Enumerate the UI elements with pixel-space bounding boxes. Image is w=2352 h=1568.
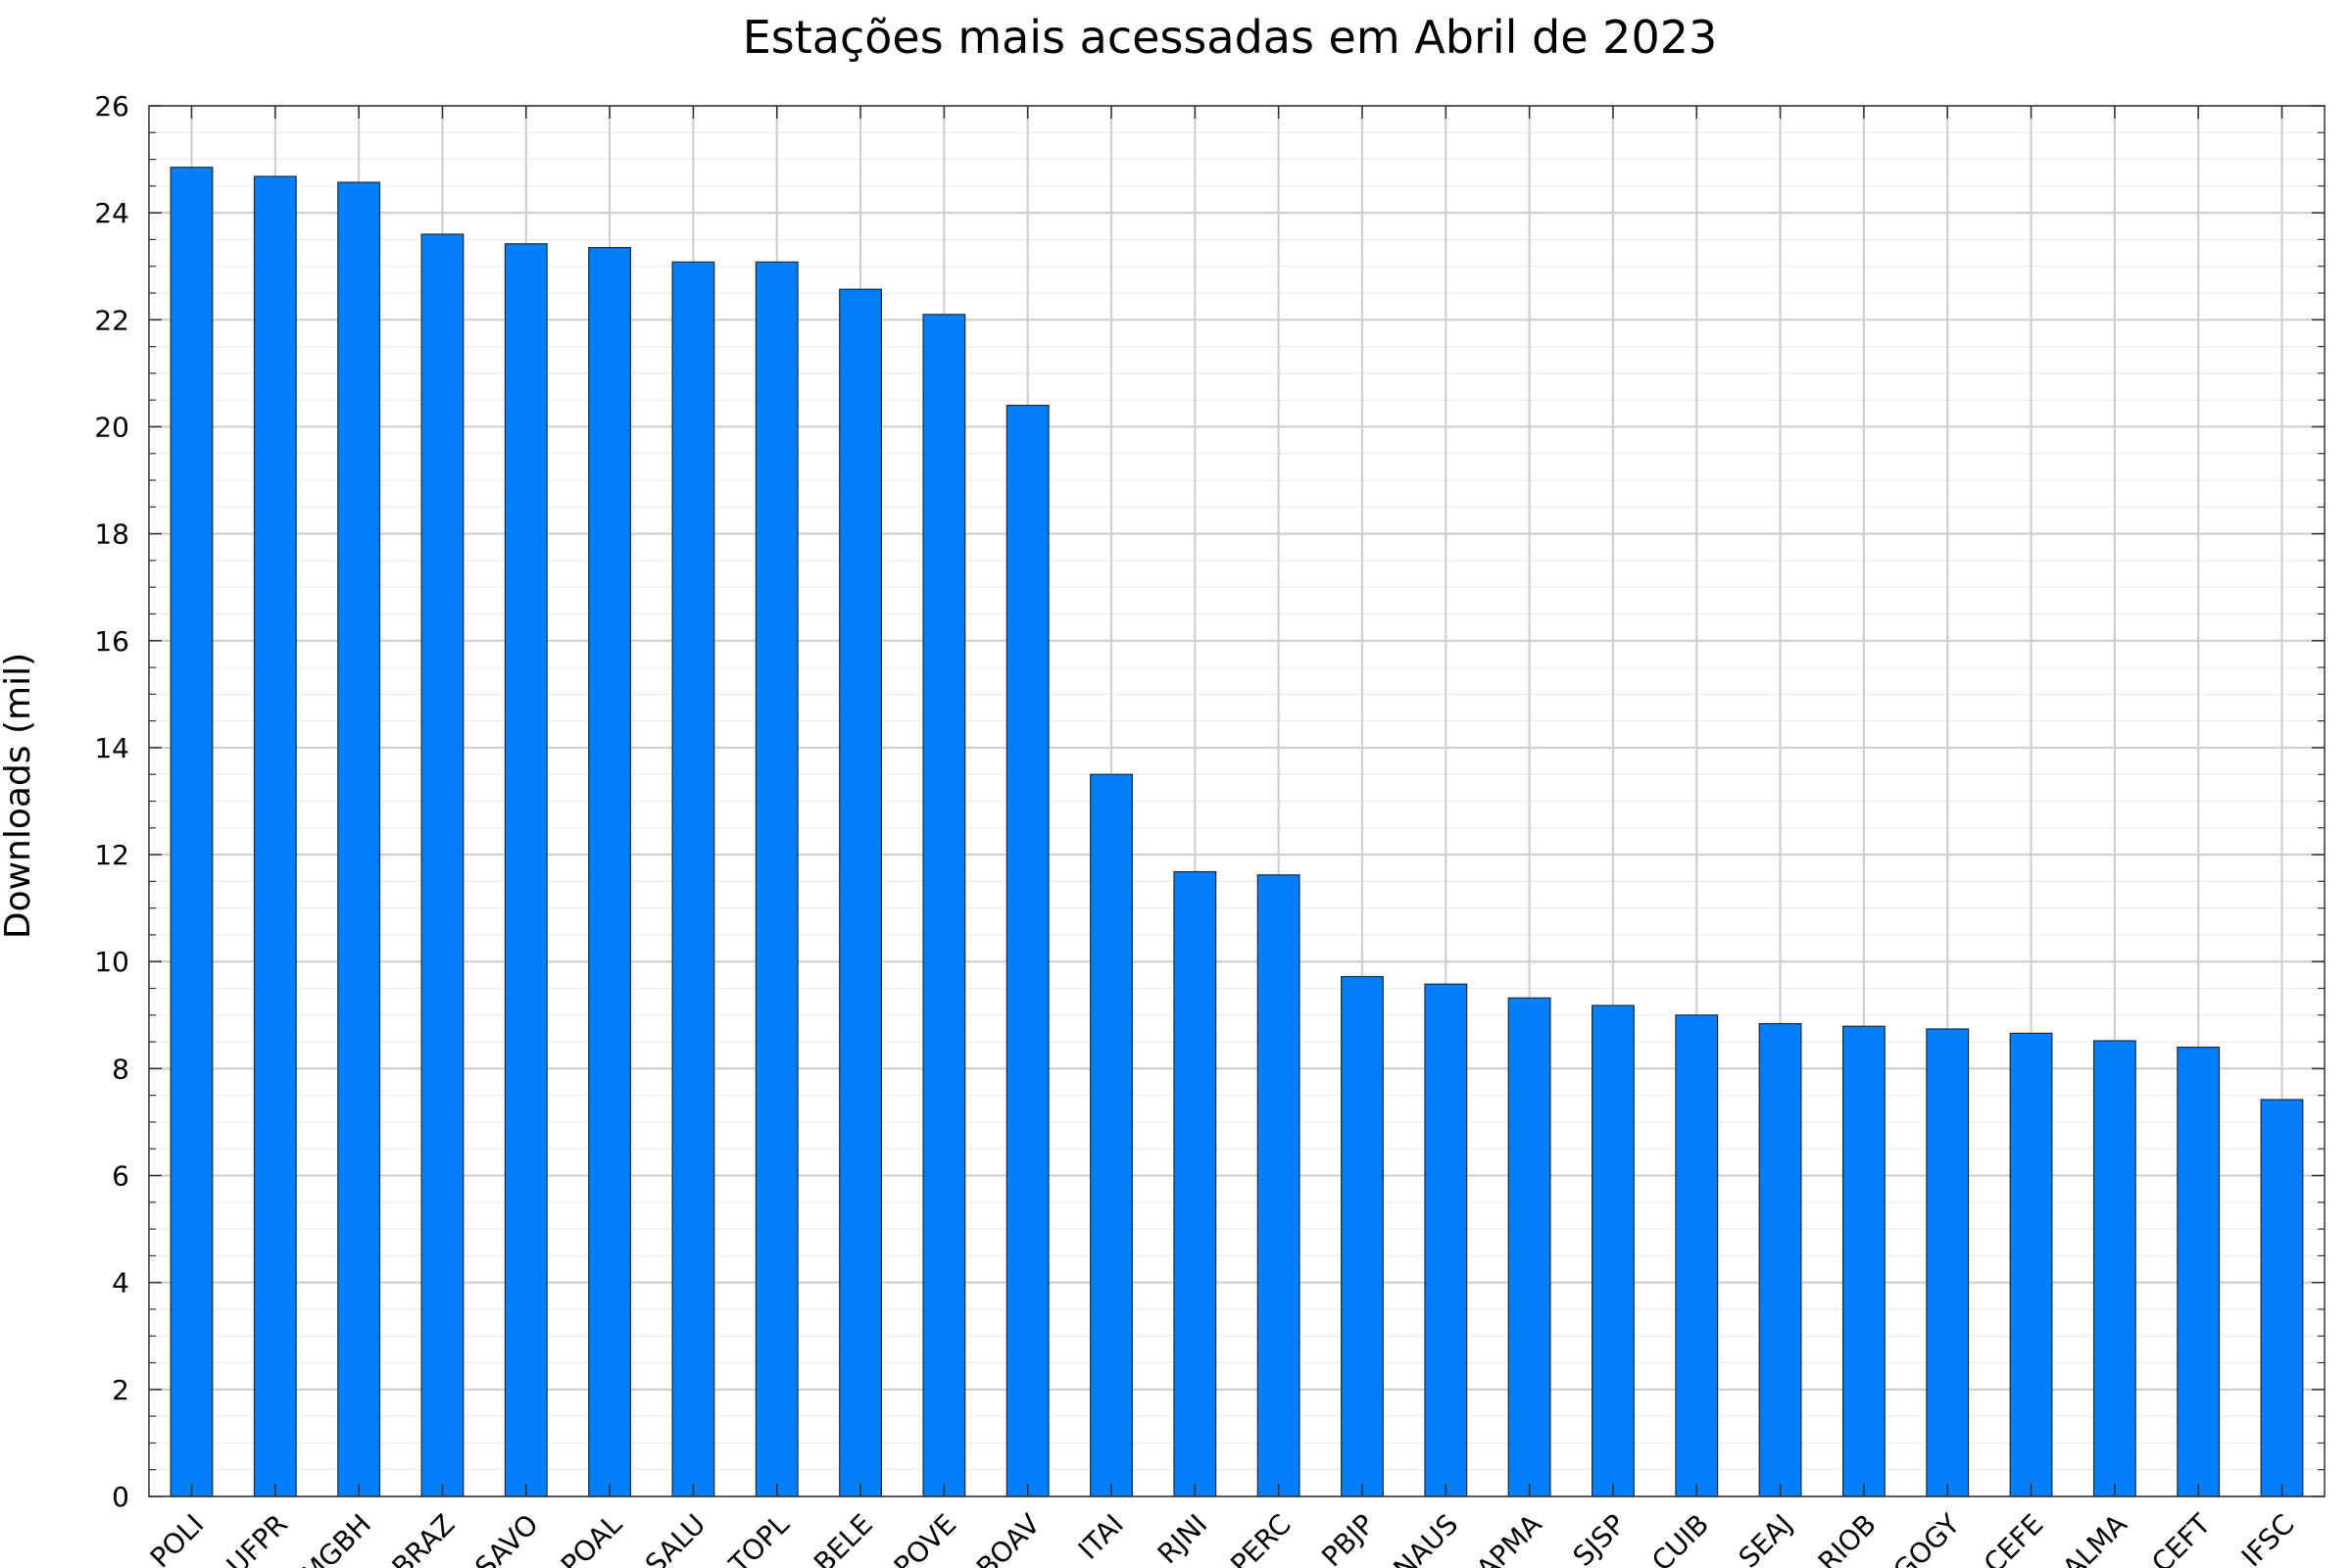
bar-naus bbox=[1424, 983, 1468, 1497]
x-tick-label: RIOB bbox=[1812, 1508, 1883, 1568]
bar-pbjp bbox=[1341, 975, 1384, 1497]
y-tick-label: 26 bbox=[94, 90, 129, 122]
x-tick-label: TOPL bbox=[722, 1507, 796, 1568]
bar-cuib bbox=[1675, 1014, 1719, 1497]
y-tick-label: 14 bbox=[94, 732, 129, 764]
x-tick-labels: POLI UFPR MGBH BRAZ SAVO POAL SALU TOPL BELE POVE… bbox=[144, 1507, 2301, 1568]
x-tick-label: SEAJ bbox=[1733, 1508, 1799, 1568]
bar-apma bbox=[1507, 997, 1551, 1497]
y-tick-label: 4 bbox=[112, 1267, 129, 1299]
x-tick-label: PBJP bbox=[1315, 1508, 1381, 1568]
bar-rjni bbox=[1173, 870, 1217, 1497]
bar-poli bbox=[170, 167, 214, 1497]
bar-perc bbox=[1256, 874, 1300, 1497]
y-tick-label: 6 bbox=[112, 1160, 129, 1193]
bar-mgbh bbox=[337, 181, 381, 1497]
x-tick-label: POLI bbox=[144, 1508, 211, 1568]
x-tick-label: CUIB bbox=[1645, 1508, 1715, 1568]
x-tick-label: ITAI bbox=[1072, 1508, 1130, 1566]
x-tick-label: ALMA bbox=[2056, 1508, 2133, 1568]
bar-ifsc bbox=[2260, 1099, 2304, 1497]
y-tick-label: 12 bbox=[94, 839, 129, 871]
y-tick-label: 18 bbox=[94, 518, 129, 551]
x-tick-label: RJNI bbox=[1152, 1508, 1214, 1568]
y-tick-label: 16 bbox=[94, 625, 129, 658]
bar-braz bbox=[420, 233, 465, 1497]
bar-itai bbox=[1090, 773, 1133, 1497]
x-tick-label: PERC bbox=[1224, 1508, 1297, 1568]
y-tick-label: 8 bbox=[112, 1053, 129, 1085]
chart-title: Estações mais acessadas em Abril de 2023 bbox=[743, 11, 1718, 64]
y-tick-label: 22 bbox=[94, 304, 129, 336]
x-tick-label: CEFT bbox=[2145, 1507, 2217, 1568]
y-tick-label: 10 bbox=[94, 946, 129, 978]
bar-seaj bbox=[1758, 1022, 1802, 1497]
x-tick-label: MGBH bbox=[295, 1508, 377, 1568]
bar-salu bbox=[671, 261, 715, 1497]
bar-bele bbox=[839, 288, 882, 1497]
bar-savo bbox=[504, 243, 548, 1497]
bar-boav bbox=[1005, 405, 1050, 1497]
bar-topl bbox=[755, 261, 799, 1497]
bars bbox=[170, 167, 2304, 1497]
axis-ticks bbox=[149, 105, 2325, 1497]
bar-poal bbox=[588, 247, 632, 1497]
y-tick-label: 0 bbox=[112, 1481, 129, 1513]
y-axis-label: Downloads (mil) bbox=[0, 653, 38, 939]
x-tick-label: SALU bbox=[639, 1508, 711, 1568]
y-tick-label: 24 bbox=[94, 197, 129, 229]
bar-cefe bbox=[2009, 1032, 2053, 1497]
bar-ufpr bbox=[253, 175, 297, 1497]
bar-gogy bbox=[1926, 1028, 1970, 1497]
bar-pove bbox=[922, 314, 966, 1497]
y-tick-label: 2 bbox=[112, 1374, 129, 1406]
minor-gridlines bbox=[149, 131, 2325, 1471]
x-tick-label: SJSP bbox=[1567, 1508, 1632, 1568]
x-tick-label: UFPR bbox=[220, 1508, 294, 1568]
x-tick-label: NAUS bbox=[1387, 1508, 1464, 1568]
x-tick-label: IFSC bbox=[2235, 1508, 2301, 1568]
x-tick-label: BOAV bbox=[970, 1508, 1047, 1568]
bar-sjsp bbox=[1592, 1004, 1635, 1497]
y-tick-label: 20 bbox=[94, 411, 129, 443]
bar-alma bbox=[2092, 1040, 2136, 1497]
bar-riob bbox=[1841, 1025, 1886, 1497]
x-tick-label: CEFE bbox=[1978, 1508, 2050, 1568]
x-tick-label: BRAZ bbox=[385, 1508, 461, 1568]
x-tick-label: SAVO bbox=[468, 1508, 544, 1568]
x-tick-label: APMA bbox=[1470, 1508, 1547, 1568]
x-tick-label: BELE bbox=[808, 1508, 879, 1568]
x-tick-label: POVE bbox=[888, 1508, 963, 1568]
x-tick-label: POAL bbox=[555, 1507, 628, 1568]
x-tick-label: GOGY bbox=[1886, 1507, 1966, 1568]
bar-ceft bbox=[2177, 1046, 2221, 1497]
